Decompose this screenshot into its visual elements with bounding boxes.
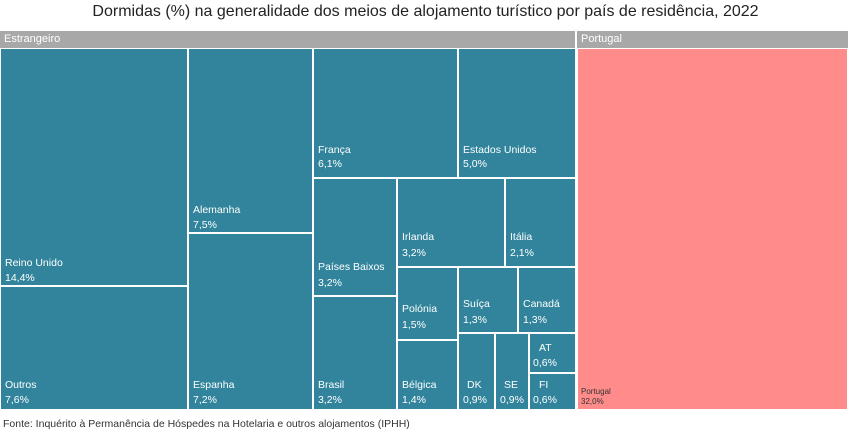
label-alemanha-value: 7,5% — [193, 219, 217, 231]
label-polonia-value: 1,5% — [402, 319, 426, 331]
tile-italia — [504, 177, 577, 268]
label-belgica-name: Bélgica — [402, 379, 437, 391]
label-franca-name: França — [318, 144, 351, 156]
label-fi-name: FI — [539, 379, 548, 391]
label-espanha-name: Espanha — [193, 379, 235, 391]
label-italia-value: 2,1% — [510, 247, 534, 259]
label-estados-unidos-value: 5,0% — [463, 158, 487, 170]
label-alemanha-name: Alemanha — [193, 204, 240, 216]
label-outros-name: Outros — [5, 379, 37, 391]
chart-title: Dormidas (%) na generalidade dos meios d… — [92, 3, 759, 20]
tile-canada — [517, 266, 577, 334]
group-header-estrangeiro: Estrangeiro — [0, 31, 575, 48]
label-reino-unido-value: 14,4% — [5, 272, 35, 284]
label-fi-value: 0,6% — [533, 394, 557, 406]
tile-reino-unido — [0, 48, 189, 287]
label-franca-value: 6,1% — [318, 158, 342, 170]
tile-se — [494, 332, 530, 411]
tile-dk — [457, 332, 496, 411]
tile-paises-baixos — [312, 177, 398, 297]
label-suica-name: Suíça — [463, 298, 490, 310]
label-espanha-value: 7,2% — [193, 394, 217, 406]
tile-franca — [312, 48, 459, 179]
label-reino-unido-name: Reino Unido — [5, 257, 63, 269]
treemap: Reino Unido 14,4% Outros 7,6% Alemanha 7,5% Es… — [0, 48, 849, 411]
label-estados-unidos-name: Estados Unidos — [463, 144, 537, 156]
tile-outros — [0, 285, 189, 411]
label-portugal-value: 32,0% — [581, 397, 604, 406]
label-se-value: 0,9% — [500, 394, 524, 406]
label-se-name: SE — [504, 379, 518, 391]
tile-brasil — [312, 295, 398, 411]
label-brasil-name: Brasil — [318, 379, 344, 391]
label-irlanda-name: Irlanda — [402, 231, 434, 243]
tile-estados-unidos — [457, 48, 577, 179]
label-paises-baixos-value: 3,2% — [318, 277, 342, 289]
label-belgica-value: 1,4% — [402, 394, 426, 406]
label-paises-baixos-name: Países Baixos — [318, 261, 385, 273]
group-header-portugal: Portugal — [577, 31, 848, 48]
label-at-value: 0,6% — [533, 357, 557, 369]
tile-alemanha — [187, 48, 314, 234]
label-irlanda-value: 3,2% — [402, 247, 426, 259]
tile-espanha — [187, 232, 314, 411]
label-at-name: AT — [539, 342, 552, 354]
tile-portugal — [576, 48, 849, 411]
label-brasil-value: 3,2% — [318, 394, 342, 406]
source-note: Fonte: Inquérito à Permanência de Hósped… — [3, 418, 410, 430]
label-portugal-name: Portugal — [581, 387, 611, 396]
label-canada-value: 1,3% — [523, 314, 547, 326]
label-italia-name: Itália — [510, 231, 532, 243]
label-dk-value: 0,9% — [463, 394, 487, 406]
label-canada-name: Canadá — [523, 298, 560, 310]
label-outros-value: 7,6% — [5, 394, 29, 406]
label-suica-value: 1,3% — [463, 314, 487, 326]
label-dk-name: DK — [467, 379, 482, 391]
label-polonia-name: Polónia — [402, 303, 437, 315]
